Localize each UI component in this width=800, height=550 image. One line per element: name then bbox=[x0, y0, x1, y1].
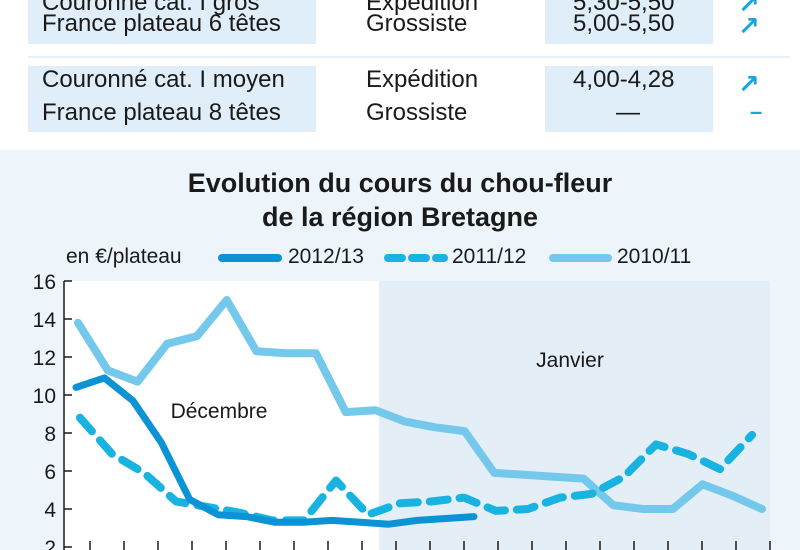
price-chart: Evolution du cours du chou-fleur de la r… bbox=[0, 150, 800, 550]
period-band bbox=[64, 281, 379, 550]
product-name: France plateau 6 têtes bbox=[42, 10, 281, 37]
y-tick-label: 6 bbox=[44, 461, 56, 484]
chart-canvas: Décembre Janvier 2 4 6 8 10 12 14 16 bbox=[33, 254, 771, 550]
price-range: — bbox=[616, 99, 640, 126]
product-name: Couronné cat. I gros bbox=[42, 0, 260, 16]
legend-label: 2011/12 bbox=[452, 245, 527, 268]
product-name: Couronné cat. I moyen bbox=[42, 66, 285, 93]
product-cell-bg bbox=[28, 66, 316, 132]
market-stage: Grossiste bbox=[366, 99, 468, 126]
price-cell-bg bbox=[545, 0, 713, 44]
price-range: 5,00-5,50 bbox=[573, 10, 675, 37]
legend-label: 2010/11 bbox=[617, 245, 692, 268]
up-arrow-icon: ↗ bbox=[738, 0, 760, 19]
up-arrow-icon: ↗ bbox=[738, 11, 760, 41]
y-tick-label: 10 bbox=[33, 385, 56, 408]
chart-subtitle: de la région Bretagne bbox=[261, 202, 539, 232]
y-tick-label: 16 bbox=[33, 271, 56, 294]
market-stage: Expédition bbox=[366, 66, 479, 93]
y-axis-unit: en €/plateau bbox=[66, 245, 182, 268]
y-tick-label: 8 bbox=[44, 423, 56, 446]
market-stage: Expédition bbox=[366, 0, 479, 16]
legend-label: 2012/13 bbox=[288, 245, 364, 268]
price-table: Couronné cat. I gros Expédition 5,30-5,5… bbox=[28, 0, 790, 135]
series-line-2012-13 bbox=[72, 374, 478, 528]
row-divider bbox=[28, 56, 790, 58]
series-line-2011-12 bbox=[76, 413, 756, 525]
up-arrow-icon: ↗ bbox=[738, 69, 760, 99]
dash-icon: – bbox=[750, 99, 763, 124]
series-line-2010-11 bbox=[74, 296, 766, 513]
price-cell-bg bbox=[545, 66, 713, 132]
market-stage: Grossiste bbox=[366, 10, 468, 37]
y-tick-label: 2 bbox=[44, 537, 56, 550]
product-cell-bg bbox=[28, 0, 316, 44]
chart-title: Evolution du cours du chou-fleur bbox=[187, 168, 613, 198]
y-tick-label: 14 bbox=[33, 309, 57, 332]
y-tick-label: 12 bbox=[33, 347, 56, 370]
period-band bbox=[379, 281, 770, 550]
y-tick-label: 4 bbox=[44, 499, 56, 522]
product-name: France plateau 8 têtes bbox=[42, 99, 281, 126]
period-label: Décembre bbox=[171, 400, 268, 423]
period-label: Janvier bbox=[536, 349, 604, 372]
price-range: 5,30-5,50 bbox=[573, 0, 675, 16]
price-range: 4,00-4,28 bbox=[573, 66, 675, 93]
